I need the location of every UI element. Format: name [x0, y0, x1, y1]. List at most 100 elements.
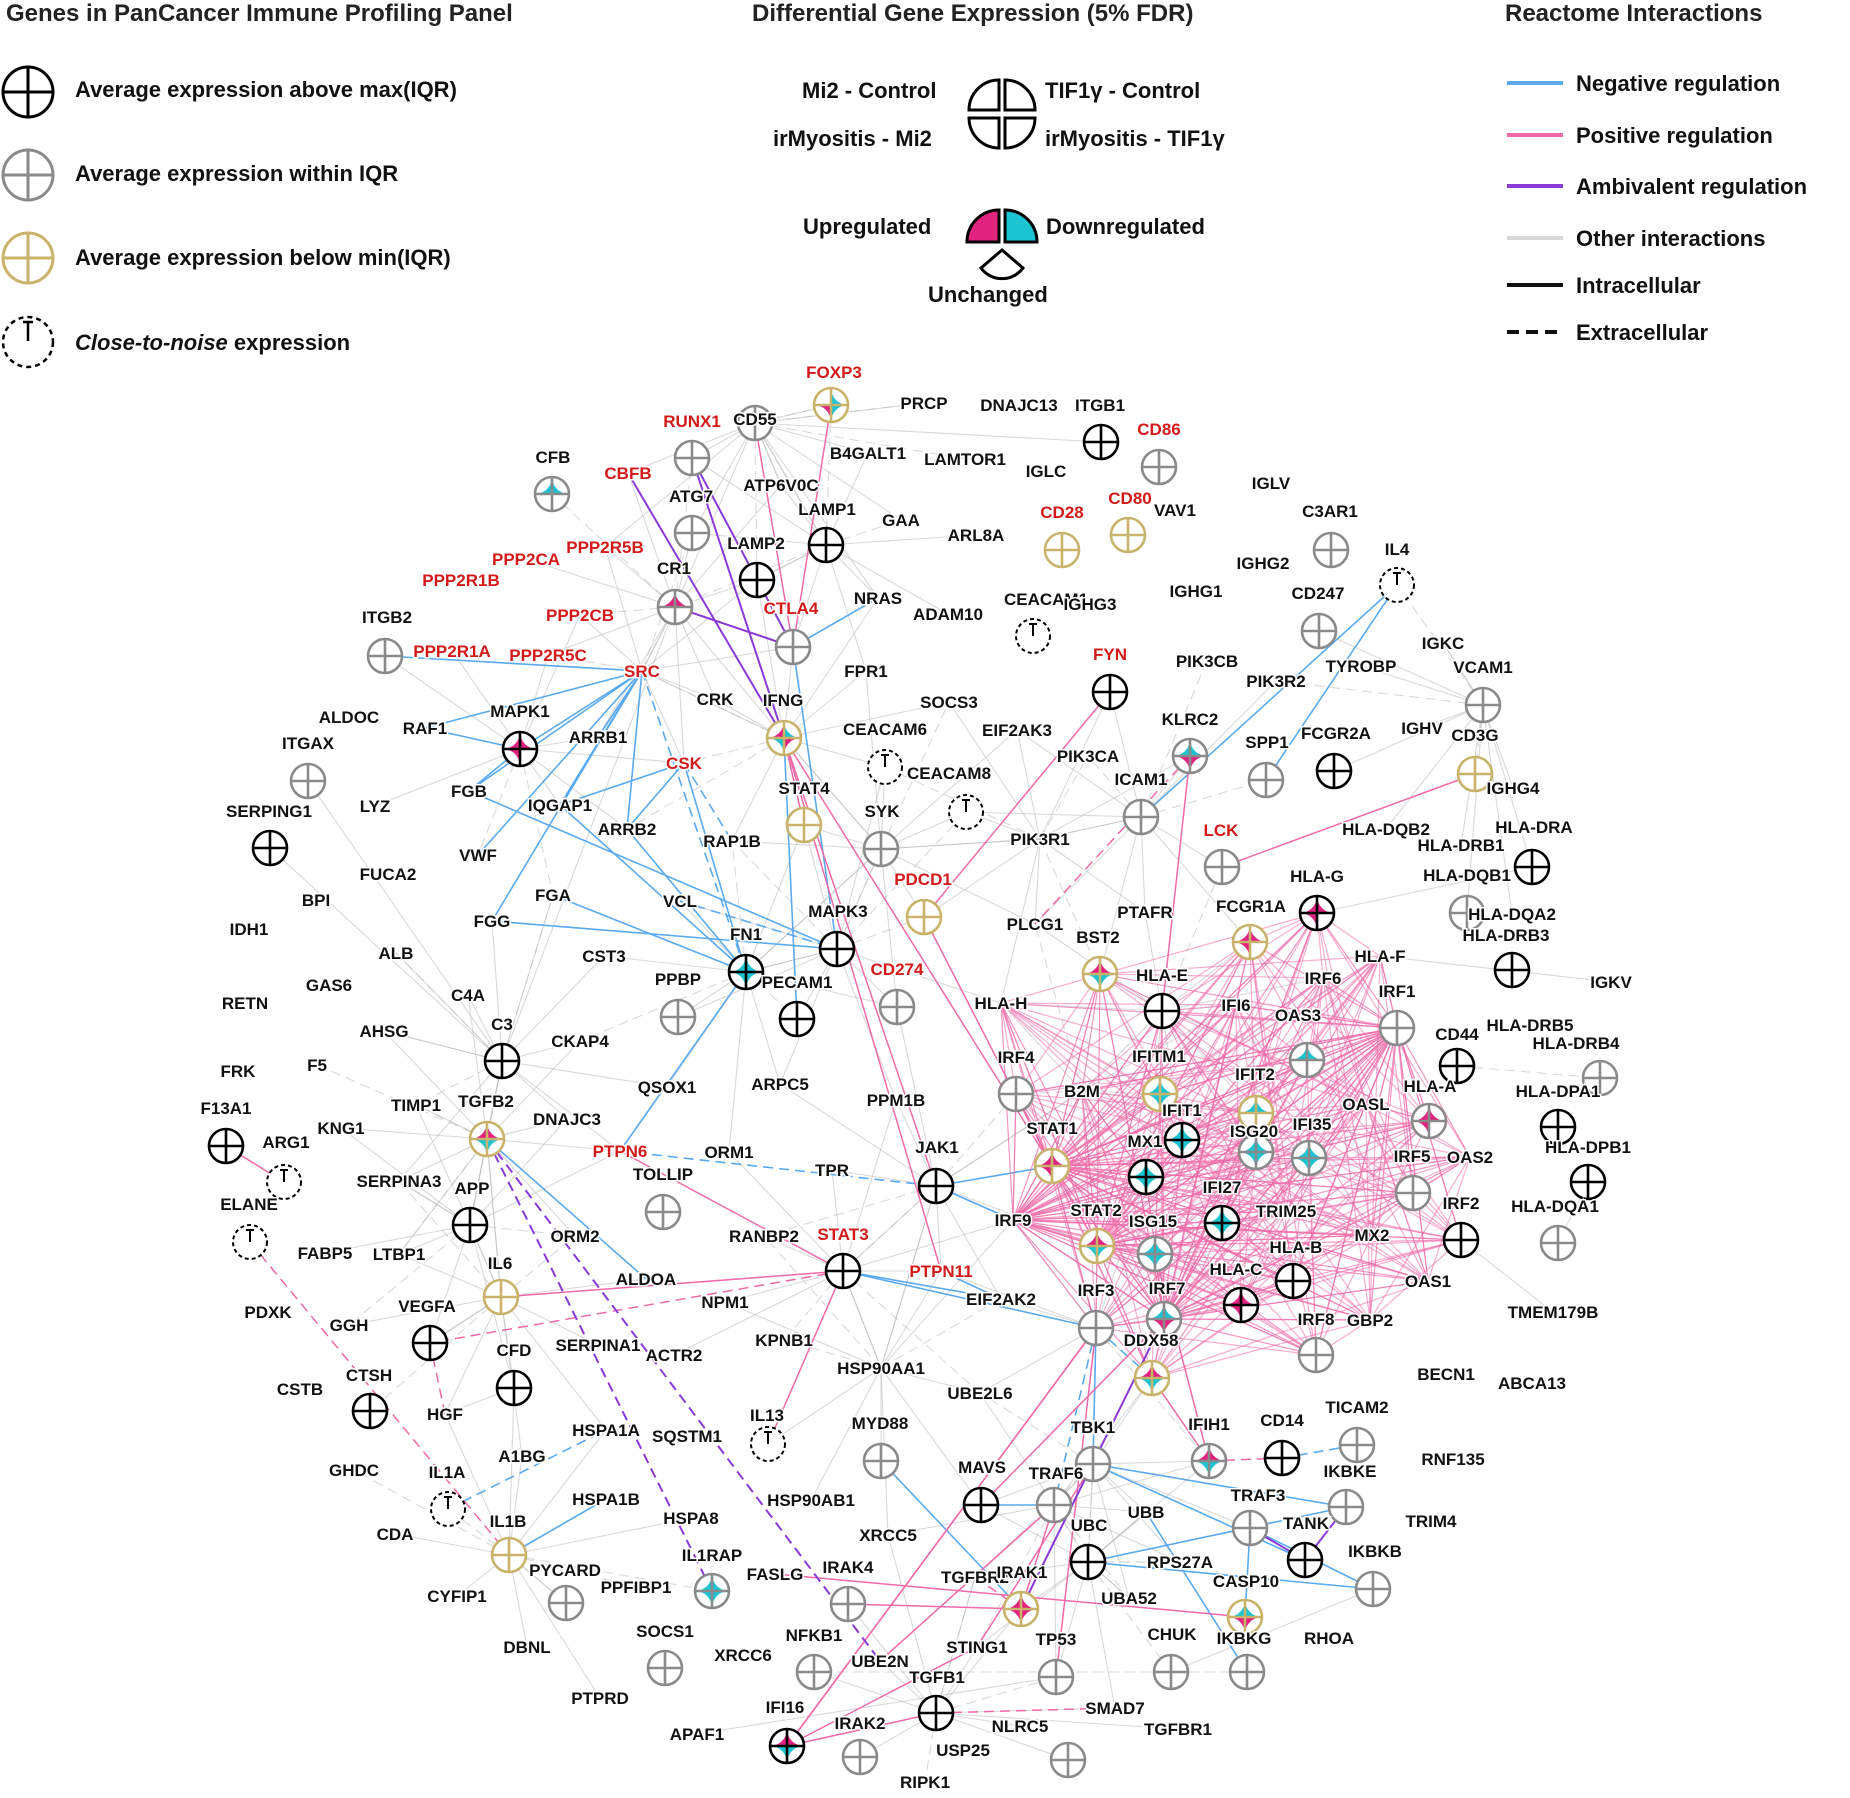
gene-node-mavs[interactable] — [962, 1486, 1000, 1524]
gene-node-ppbp[interactable] — [659, 998, 697, 1036]
gene-node-hla-dpa1[interactable] — [1539, 1108, 1577, 1146]
gene-node-hla-dpb1[interactable] — [1569, 1163, 1607, 1201]
gene-node-cd80[interactable] — [1109, 516, 1147, 554]
gene-node-syk[interactable] — [862, 830, 900, 868]
gene-node-ceacam1[interactable] — [1015, 618, 1051, 654]
gene-node-hla-drb3[interactable] — [1493, 951, 1531, 989]
gene-node-tbk1[interactable] — [1074, 1445, 1112, 1483]
gene-node-traf6[interactable] — [1035, 1486, 1073, 1524]
gene-node-icam1[interactable] — [1122, 798, 1160, 836]
gene-node-vcam1[interactable] — [1464, 686, 1502, 724]
gene-node-vegfa[interactable] — [411, 1324, 449, 1362]
gene-node-pdcd1[interactable] — [905, 898, 943, 936]
gene-node-cd3g[interactable] — [1456, 755, 1494, 793]
gene-node-mx1[interactable] — [1127, 1158, 1165, 1196]
gene-node-spp1[interactable] — [1247, 761, 1285, 799]
gene-node-lck[interactable] — [1203, 848, 1241, 886]
gene-node-il6[interactable] — [482, 1278, 520, 1316]
gene-node-hla-drb4[interactable] — [1581, 1059, 1619, 1097]
gene-node-ifit2[interactable] — [1237, 1094, 1275, 1132]
gene-node-hla-b[interactable] — [1274, 1262, 1312, 1300]
gene-node-nfkb1[interactable] — [795, 1653, 833, 1691]
gene-node-app[interactable] — [451, 1206, 489, 1244]
gene-node-irak4[interactable] — [829, 1585, 867, 1623]
gene-node-cd86[interactable] — [1140, 448, 1178, 486]
gene-node-il13[interactable] — [750, 1426, 786, 1462]
gene-node-casp10[interactable] — [1226, 1598, 1264, 1636]
gene-node-ifi27[interactable] — [1203, 1204, 1241, 1242]
gene-node-ubc[interactable] — [1069, 1543, 1107, 1581]
gene-node-stat3[interactable] — [824, 1252, 862, 1290]
gene-node-serping1[interactable] — [251, 829, 289, 867]
gene-node-irf7[interactable] — [1145, 1300, 1183, 1338]
gene-node-ifit1[interactable] — [1163, 1121, 1201, 1159]
gene-node-ifi16[interactable] — [768, 1727, 806, 1765]
gene-node-il1a[interactable] — [430, 1491, 466, 1527]
gene-node-cd44[interactable] — [1438, 1047, 1476, 1085]
gene-node-ifitm1[interactable] — [1141, 1075, 1179, 1113]
gene-node-cd274[interactable] — [878, 988, 916, 1026]
gene-node-myd88[interactable] — [862, 1442, 900, 1480]
gene-node-fcgr1a[interactable] — [1231, 923, 1269, 961]
gene-node-tollip[interactable] — [644, 1193, 682, 1231]
gene-node-cd28[interactable] — [1043, 531, 1081, 569]
gene-node-hla-dra[interactable] — [1513, 848, 1551, 886]
gene-node-ifih1[interactable] — [1190, 1442, 1228, 1480]
gene-node-jak1[interactable] — [917, 1167, 955, 1205]
gene-node-cd14[interactable] — [1263, 1439, 1301, 1477]
gene-node-socs1[interactable] — [646, 1649, 684, 1687]
gene-node-irak1[interactable] — [1002, 1590, 1040, 1628]
gene-node-cd247[interactable] — [1300, 612, 1338, 650]
gene-node-lamp2[interactable] — [738, 561, 776, 599]
gene-node-cfd[interactable] — [495, 1369, 533, 1407]
gene-node-irf4[interactable] — [997, 1075, 1035, 1113]
gene-node-pecam1[interactable] — [778, 1000, 816, 1038]
gene-node-hla-dqa1[interactable] — [1539, 1224, 1577, 1262]
gene-node-elane[interactable] — [232, 1224, 268, 1260]
gene-node-bst2[interactable] — [1081, 955, 1119, 993]
gene-node-stat2[interactable] — [1078, 1227, 1116, 1265]
gene-node-foxp3[interactable] — [812, 386, 850, 424]
gene-node-ctla4[interactable] — [774, 628, 812, 666]
gene-node-fn1[interactable] — [727, 953, 765, 991]
gene-node-klrc2[interactable] — [1171, 737, 1209, 775]
gene-node-itgax[interactable] — [289, 762, 327, 800]
gene-node-tgfb2[interactable] — [468, 1120, 506, 1158]
gene-node-hla-e[interactable] — [1143, 992, 1181, 1030]
gene-node-irf3[interactable] — [1077, 1309, 1115, 1347]
gene-node-ikbkb[interactable] — [1354, 1570, 1392, 1608]
gene-node-il4[interactable] — [1379, 567, 1415, 603]
gene-node-irf5[interactable] — [1394, 1174, 1432, 1212]
gene-node-hla-g[interactable] — [1298, 894, 1336, 932]
gene-node-tgfb1[interactable] — [917, 1694, 955, 1732]
gene-node-f13a1[interactable] — [207, 1127, 245, 1165]
gene-node-cr1[interactable] — [656, 588, 694, 626]
gene-node-isg15[interactable] — [1136, 1235, 1174, 1273]
gene-node-runx1[interactable] — [673, 439, 711, 477]
gene-node-ticam2[interactable] — [1338, 1426, 1376, 1464]
gene-node-irf1[interactable] — [1378, 1009, 1416, 1047]
gene-node-ikbke[interactable] — [1327, 1488, 1365, 1526]
gene-node-ceacam6[interactable] — [867, 749, 903, 785]
gene-node-arg1[interactable] — [266, 1164, 302, 1200]
gene-node-fcgr2a[interactable] — [1315, 752, 1353, 790]
gene-node-itgb2[interactable] — [366, 637, 404, 675]
gene-node-c3ar1[interactable] — [1312, 531, 1350, 569]
gene-node-stat4[interactable] — [785, 806, 823, 844]
gene-node-mapk1[interactable] — [501, 730, 539, 768]
gene-node-il1b[interactable] — [490, 1536, 528, 1574]
gene-node-irf2[interactable] — [1442, 1221, 1480, 1259]
gene-node-itgb1[interactable] — [1082, 423, 1120, 461]
gene-node-hla-dqb1[interactable] — [1448, 894, 1486, 932]
gene-node-irf8[interactable] — [1297, 1336, 1335, 1374]
gene-node-hla-c[interactable] — [1222, 1286, 1260, 1324]
gene-node-c3[interactable] — [483, 1042, 521, 1080]
gene-node-ifng[interactable] — [765, 719, 803, 757]
gene-node-il1rap[interactable] — [693, 1572, 731, 1610]
gene-node-fyn[interactable] — [1091, 673, 1129, 711]
gene-node-oas3[interactable] — [1288, 1041, 1326, 1079]
gene-node-pycard[interactable] — [547, 1584, 585, 1622]
gene-node-isg20[interactable] — [1237, 1133, 1275, 1171]
gene-node-irak2[interactable] — [841, 1738, 879, 1776]
gene-node-ifi35[interactable] — [1290, 1139, 1328, 1177]
